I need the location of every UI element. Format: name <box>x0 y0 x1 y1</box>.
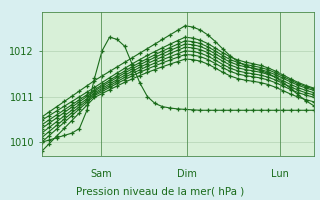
Text: Sam: Sam <box>91 169 112 179</box>
Text: Lun: Lun <box>271 169 289 179</box>
Text: Pression niveau de la mer( hPa ): Pression niveau de la mer( hPa ) <box>76 186 244 196</box>
Text: Dim: Dim <box>177 169 197 179</box>
